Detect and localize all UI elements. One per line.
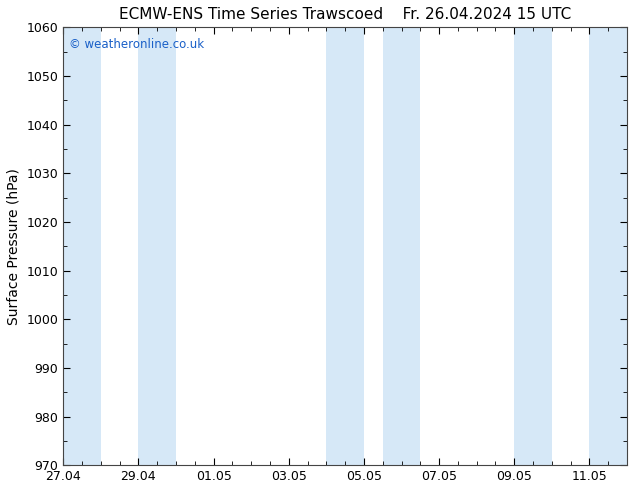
Bar [383,27,420,465]
Bar [514,27,552,465]
Text: © weatheronline.co.uk: © weatheronline.co.uk [69,38,204,51]
Bar [590,27,627,465]
Y-axis label: Surface Pressure (hPa): Surface Pressure (hPa) [7,168,21,325]
Bar [63,27,101,465]
Title: ECMW-ENS Time Series Trawscoed    Fr. 26.04.2024 15 UTC: ECMW-ENS Time Series Trawscoed Fr. 26.04… [119,7,571,22]
Bar [327,27,364,465]
Bar [138,27,176,465]
